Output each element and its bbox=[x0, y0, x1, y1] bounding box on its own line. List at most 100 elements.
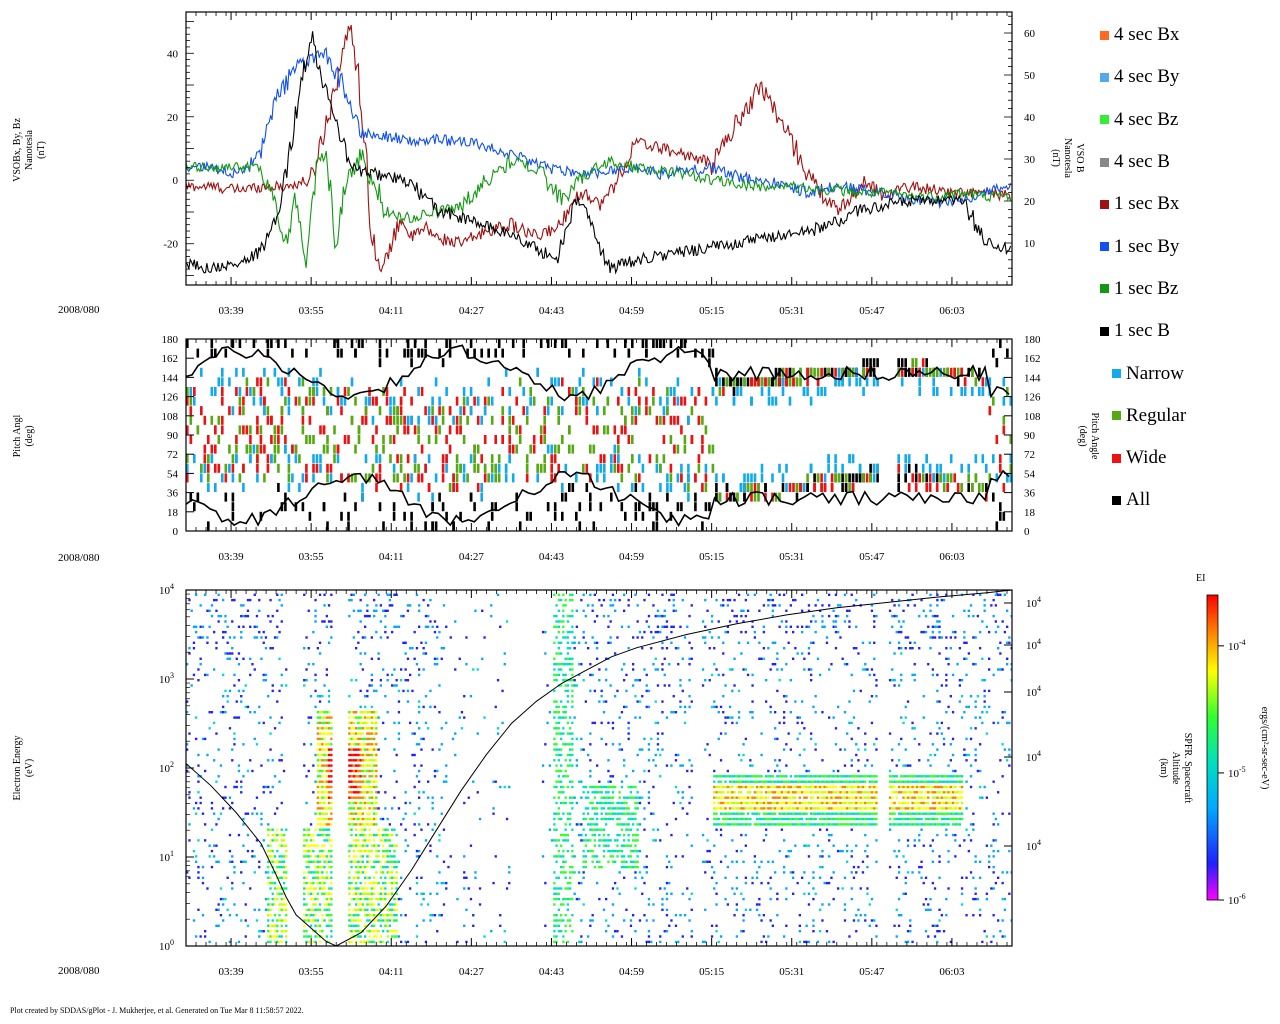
energy-flux-cell bbox=[557, 663, 560, 666]
energy-flux-cell bbox=[593, 833, 596, 837]
pitch-angle-bin bbox=[928, 473, 932, 483]
energy-flux-cell bbox=[557, 908, 560, 911]
pitch-angle-bin bbox=[403, 387, 406, 396]
pitch-angle-bin bbox=[343, 492, 347, 502]
pitch-angle-bin bbox=[606, 425, 610, 435]
pitch-angle-bin bbox=[228, 406, 231, 416]
energy-flux-cell bbox=[420, 903, 423, 906]
energy-flux-cell bbox=[494, 780, 497, 783]
energy-flux-cell bbox=[368, 614, 371, 618]
energy-flux-cell bbox=[303, 930, 306, 933]
energy-flux-cell bbox=[661, 647, 664, 650]
energy-flux-cell bbox=[267, 823, 270, 826]
energy-flux-cell bbox=[422, 647, 425, 650]
pitch-angle-bin bbox=[305, 463, 308, 473]
energy-flux-cell bbox=[201, 812, 205, 815]
energy-flux-cell bbox=[550, 839, 554, 842]
energy-flux-cell bbox=[602, 796, 606, 799]
energy-flux-cell bbox=[359, 652, 362, 655]
energy-flux-cell bbox=[609, 812, 612, 815]
pitch-angle-bin bbox=[701, 348, 704, 358]
pitch-angle-bin bbox=[767, 377, 771, 387]
energy-flux-cell bbox=[373, 614, 376, 618]
energy-flux-cell bbox=[366, 721, 369, 725]
y-tick-label-left: 0 bbox=[173, 175, 179, 187]
energy-flux-cell bbox=[282, 860, 286, 863]
energy-flux-cell bbox=[618, 833, 621, 837]
energy-flux-cell bbox=[278, 919, 281, 922]
pitch-angle-bin bbox=[403, 511, 406, 521]
pitch-angle-bin bbox=[487, 473, 490, 483]
energy-flux-cell bbox=[244, 812, 247, 815]
energy-flux-cell bbox=[186, 743, 189, 746]
energy-flux-cell bbox=[681, 935, 684, 938]
energy-flux-cell bbox=[330, 865, 333, 869]
energy-flux-cell bbox=[357, 801, 360, 805]
pitch-angle-bin bbox=[914, 463, 918, 473]
pitch-angle-bin bbox=[816, 473, 820, 483]
energy-flux-cell bbox=[267, 865, 270, 869]
energy-flux-cell bbox=[395, 871, 398, 874]
energy-flux-cell bbox=[557, 716, 560, 719]
energy-flux-cell bbox=[330, 897, 333, 901]
energy-flux-cell bbox=[614, 930, 617, 933]
energy-flux-cell bbox=[566, 849, 569, 853]
energy-flux-cell bbox=[557, 668, 560, 671]
energy-flux-cell bbox=[627, 796, 630, 799]
energy-flux-cell bbox=[278, 876, 281, 879]
energy-flux-cell bbox=[195, 801, 198, 805]
energy-flux-cell bbox=[562, 705, 565, 709]
energy-flux-cell bbox=[278, 908, 281, 911]
energy-flux-cell bbox=[364, 887, 367, 890]
pitch-angle-bin bbox=[546, 444, 550, 454]
pitch-angle-bin bbox=[949, 367, 953, 377]
energy-flux-cell bbox=[598, 844, 601, 847]
energy-flux-cell bbox=[388, 924, 391, 927]
pitch-angle-bin bbox=[1002, 396, 1006, 406]
energy-flux-cell bbox=[541, 764, 545, 767]
pitch-angle-bin bbox=[750, 492, 753, 502]
pitch-angle-bin bbox=[378, 406, 382, 416]
energy-flux-cell bbox=[233, 732, 236, 735]
pitch-angle-bin bbox=[284, 377, 287, 387]
energy-flux-cell bbox=[460, 727, 464, 730]
energy-flux-cell bbox=[382, 849, 385, 853]
pitch-angle-bin bbox=[946, 483, 949, 492]
energy-flux-cell bbox=[258, 865, 261, 869]
energy-flux-cell bbox=[246, 833, 250, 837]
energy-flux-cell bbox=[330, 930, 333, 933]
energy-flux-cell bbox=[388, 892, 391, 895]
energy-flux-cell bbox=[262, 839, 265, 842]
pitch-angle-bin bbox=[928, 463, 932, 473]
energy-flux-cell bbox=[440, 743, 443, 746]
energy-flux-cell bbox=[690, 844, 693, 847]
energy-flux-cell bbox=[388, 876, 391, 879]
energy-flux-cell bbox=[683, 705, 687, 709]
pitch-angle-bin bbox=[277, 483, 280, 492]
energy-flux-cell bbox=[359, 716, 362, 719]
pitch-angle-bin bbox=[585, 483, 589, 492]
energy-flux-cell bbox=[235, 716, 238, 719]
energy-flux-cell bbox=[321, 711, 324, 714]
pitch-angle-bin bbox=[252, 396, 256, 406]
energy-flux-cell bbox=[379, 876, 382, 879]
energy-flux-cell bbox=[379, 620, 382, 623]
energy-flux-cell bbox=[273, 914, 277, 917]
energy-flux-cell bbox=[357, 791, 360, 794]
energy-flux-cell bbox=[593, 796, 596, 799]
energy-flux-cell bbox=[316, 908, 319, 911]
energy-flux-cell bbox=[704, 636, 707, 639]
energy-flux-cell bbox=[262, 785, 265, 789]
energy-flux-cell bbox=[397, 625, 401, 628]
energy-flux-cell bbox=[418, 609, 421, 612]
energy-flux-cell bbox=[629, 817, 633, 821]
energy-flux-cell bbox=[375, 609, 378, 612]
energy-flux-cell bbox=[555, 855, 558, 858]
energy-flux-cell bbox=[321, 817, 324, 821]
energy-flux-cell bbox=[638, 919, 642, 922]
energy-flux-cell bbox=[645, 871, 648, 874]
energy-flux-cell bbox=[312, 881, 315, 885]
energy-flux-cell bbox=[541, 630, 545, 634]
pitch-angle-bin bbox=[655, 454, 659, 464]
energy-flux-cell bbox=[357, 914, 360, 917]
